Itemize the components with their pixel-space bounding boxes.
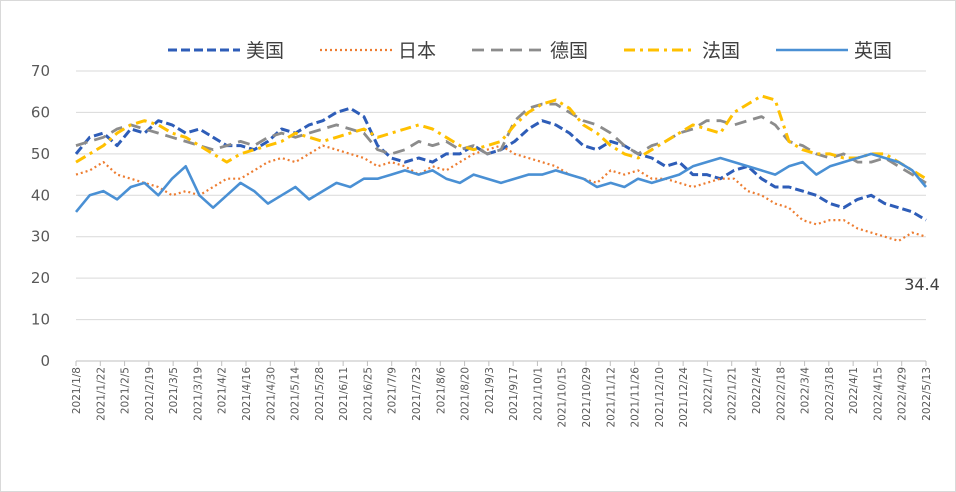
x-tick-label: 2021/8/20	[460, 367, 472, 421]
x-tick-label: 2021/1/22	[95, 367, 107, 421]
y-tick-label: 70	[31, 62, 50, 80]
series-line-1	[76, 146, 926, 241]
x-tick-label: 2021/7/23	[411, 367, 423, 421]
series-line-2	[76, 104, 926, 183]
x-tick-label: 2022/1/21	[727, 367, 739, 421]
y-tick-label: 30	[31, 228, 50, 246]
x-tick-label: 2021/10/29	[581, 367, 593, 428]
line-chart: 0 10 20 30 40 50 60 70 2021/1/8 2021/1/22 2021/2/…	[0, 0, 956, 492]
x-tick-label: 2021/3/5	[168, 367, 180, 414]
x-tick-label: 2021/10/1	[532, 367, 544, 421]
y-tick-label: 20	[31, 269, 50, 287]
x-tick-label: 2022/4/15	[872, 367, 884, 421]
legend-label: 英国	[854, 40, 892, 62]
series-line-3	[76, 96, 926, 179]
x-tick-label: 2021/3/19	[192, 367, 204, 421]
x-tick-label: 2021/9/17	[508, 367, 520, 421]
y-tick-label: 40	[31, 186, 50, 204]
x-tick-label: 2021/5/14	[290, 367, 302, 421]
y-tick-label: 10	[31, 311, 50, 329]
x-tick-label: 2022/1/7	[702, 367, 714, 414]
x-tick-label: 2022/4/29	[897, 367, 909, 421]
legend: 美国 日本 德国 法国 英国	[168, 40, 892, 62]
x-tick-label: 2021/4/2	[217, 367, 229, 414]
legend-label: 法国	[702, 40, 740, 62]
series-line-4	[76, 154, 926, 212]
x-tick-label: 2022/4/1	[848, 367, 860, 414]
y-tick-label: 50	[31, 145, 50, 163]
x-tick-label: 2022/2/4	[751, 367, 763, 414]
x-tick-label: 2022/3/4	[800, 367, 812, 414]
x-tick-label: 2021/9/3	[484, 367, 496, 414]
data-label: 34.4	[904, 275, 940, 294]
x-tick-label: 2022/3/18	[824, 367, 836, 421]
x-tick-label: 2021/7/9	[387, 367, 399, 414]
legend-label: 德国	[550, 40, 588, 62]
y-tick-label: 0	[40, 352, 50, 370]
x-tick-label: 2021/6/25	[362, 367, 374, 421]
x-tick-label: 2021/11/12	[605, 367, 617, 428]
x-axis-ticks: 2021/1/8 2021/1/22 2021/2/5 2021/2/19 2021/3…	[71, 361, 933, 428]
x-tick-label: 2021/4/30	[265, 367, 277, 421]
gridlines	[76, 71, 926, 320]
x-tick-label: 2021/1/8	[71, 367, 83, 414]
y-axis-ticks: 0 10 20 30 40 50 60 70	[31, 62, 50, 370]
x-tick-label: 2021/12/24	[678, 367, 690, 428]
legend-label: 日本	[398, 40, 436, 62]
x-tick-label: 2021/5/28	[314, 367, 326, 421]
x-tick-label: 2021/6/11	[338, 367, 350, 421]
annotations: 34.4	[904, 275, 940, 294]
x-tick-label: 2021/4/16	[241, 367, 253, 421]
x-tick-label: 2021/10/15	[557, 367, 569, 428]
x-tick-label: 2021/2/5	[120, 367, 132, 414]
x-tick-label: 2022/5/13	[921, 367, 933, 421]
x-tick-label: 2021/12/10	[654, 367, 666, 428]
x-tick-label: 2021/2/19	[144, 367, 156, 421]
x-tick-label: 2021/11/26	[630, 367, 642, 428]
x-tick-label: 2021/8/6	[435, 367, 447, 414]
y-tick-label: 60	[31, 103, 50, 121]
legend-label: 美国	[246, 40, 284, 62]
series-lines	[76, 96, 926, 241]
x-tick-label: 2022/2/18	[775, 367, 787, 421]
